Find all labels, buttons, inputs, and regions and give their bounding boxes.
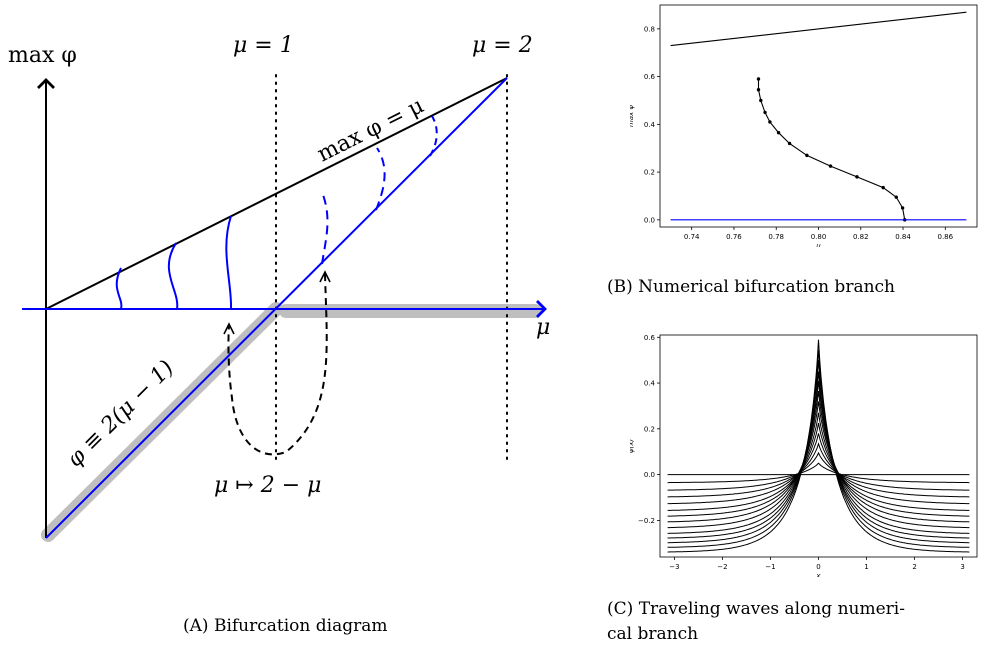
wave-curve-8	[667, 391, 970, 529]
wave-curve-1	[667, 462, 970, 484]
wave-curve-10	[667, 371, 970, 539]
branch-xtick-label: 0.80	[811, 233, 827, 241]
branch-xtick-label: 0.74	[684, 233, 700, 241]
waves-ytick-label: −0.2	[638, 517, 655, 525]
waves-xtick-label: −3	[669, 563, 679, 571]
series-marker	[894, 195, 898, 199]
branch-axes-frame	[659, 4, 978, 228]
series-line-1	[757, 79, 906, 220]
series-marker	[828, 164, 833, 168]
waves-xtick-label: −2	[717, 563, 727, 571]
wave-curve-3	[667, 442, 970, 498]
traveling-waves-plot: −3 −2 −1 0 1 2 3 −0.2 0.0 0.2 0.4 0.6 x φ(x)	[630, 334, 978, 577]
series-marker	[855, 175, 859, 179]
waves-xtick-label: 2	[912, 563, 916, 571]
branch-xlabel: μ	[815, 242, 821, 247]
series-marker	[805, 153, 809, 158]
series-marker	[759, 98, 763, 103]
map-label: μ ↦ 2 − μ	[214, 473, 321, 498]
caption-c: (C) Traveling waves along numeri- cal br…	[607, 597, 905, 647]
branch-xtick-label: 0.84	[895, 233, 911, 241]
waves-ytick-label: 0.2	[644, 425, 655, 433]
branch-xtick-label: 0.78	[768, 233, 784, 241]
caption-c-tag: (C)	[607, 599, 634, 619]
series-marker	[900, 206, 905, 210]
branch-curve-dashed-1	[321, 191, 329, 265]
wave-curve-2	[667, 451, 970, 491]
branch-curve-3	[225, 215, 233, 310]
branch-curve-1	[115, 267, 123, 310]
mu2-label: μ = 2	[472, 33, 533, 58]
wave-curve-7	[667, 401, 970, 523]
series-marker	[763, 110, 767, 115]
caption-a-tag: (A)	[183, 616, 209, 636]
branch-xtick-label: 0.82	[853, 233, 869, 241]
series-marker	[776, 131, 781, 135]
series-marker	[787, 141, 792, 146]
waves-xtick-label: 1	[864, 563, 868, 571]
wave-curve-5	[667, 423, 970, 511]
waves-ytick-label: 0.6	[644, 334, 656, 342]
wave-curve-9	[667, 380, 970, 534]
y-axis-label: max φ	[8, 43, 77, 68]
caption-c-text-1: Traveling waves along numeri-	[638, 599, 905, 619]
branch-curve-2	[167, 242, 179, 310]
waves-xtick-label: −1	[765, 563, 775, 571]
wave-curve-12	[667, 349, 970, 548]
branch-ytick-label: 0.6	[644, 73, 656, 81]
upper-line-label: max φ = μ	[313, 93, 427, 167]
upper-line	[45, 77, 508, 310]
caption-b-tag: (B)	[607, 277, 633, 297]
series-line-0	[670, 11, 967, 47]
mapping-arrowhead-right	[319, 270, 331, 283]
waves-xtick-label: 3	[960, 563, 964, 571]
waves-axes-frame	[659, 334, 978, 558]
caption-a-text: Bifurcation diagram	[213, 616, 388, 636]
branch-xtick-label: 0.76	[726, 233, 742, 241]
wave-curve-11	[667, 360, 970, 544]
caption-c-text-2: cal branch	[607, 624, 699, 644]
branch-curve-dashed-3	[429, 115, 438, 157]
mapping-arrowhead-left	[223, 322, 235, 335]
series-marker	[881, 185, 885, 190]
waves-xtick-label: 0	[816, 563, 820, 571]
wave-curve-4	[667, 433, 970, 505]
wave-curve-13	[667, 339, 970, 553]
waves-xlabel: x	[815, 572, 821, 577]
mu1-label: μ = 1	[233, 33, 294, 58]
series-marker	[756, 77, 761, 81]
waves-ylabel: φ(x)	[630, 439, 635, 453]
caption-b-text: Numerical bifurcation branch	[638, 277, 895, 297]
caption-b: (B) Numerical bifurcation branch	[607, 277, 895, 297]
waves-ytick-label: 0.0	[644, 471, 655, 479]
bifurcation-diagram: max φ μ μ = 1 μ = 2 max φ = μ φ ≡ 2(μ − …	[8, 33, 550, 542]
numerical-branch-plot: 0.74 0.76 0.78 0.80 0.82 0.84 0.86 0.0 0.2 0.4 0.6…	[630, 4, 978, 247]
x-axis-label: μ	[536, 315, 550, 340]
mapping-arrow	[227, 273, 328, 456]
branch-ytick-label: 0.2	[644, 169, 655, 177]
wave-curve-6	[667, 412, 970, 517]
branch-ytick-label: 0.4	[644, 121, 656, 129]
series-marker	[756, 88, 761, 92]
branch-ytick-label: 0.8	[644, 25, 655, 33]
waves-ytick-label: 0.4	[644, 380, 656, 388]
caption-a: (A) Bifurcation diagram	[183, 616, 387, 636]
branch-curve-dashed-2	[375, 147, 386, 211]
branch-ytick-label: 0.0	[644, 216, 655, 224]
series-marker	[768, 120, 772, 124]
branch-ylabel: max φ	[630, 105, 635, 127]
branch-xtick-label: 0.86	[938, 233, 954, 241]
